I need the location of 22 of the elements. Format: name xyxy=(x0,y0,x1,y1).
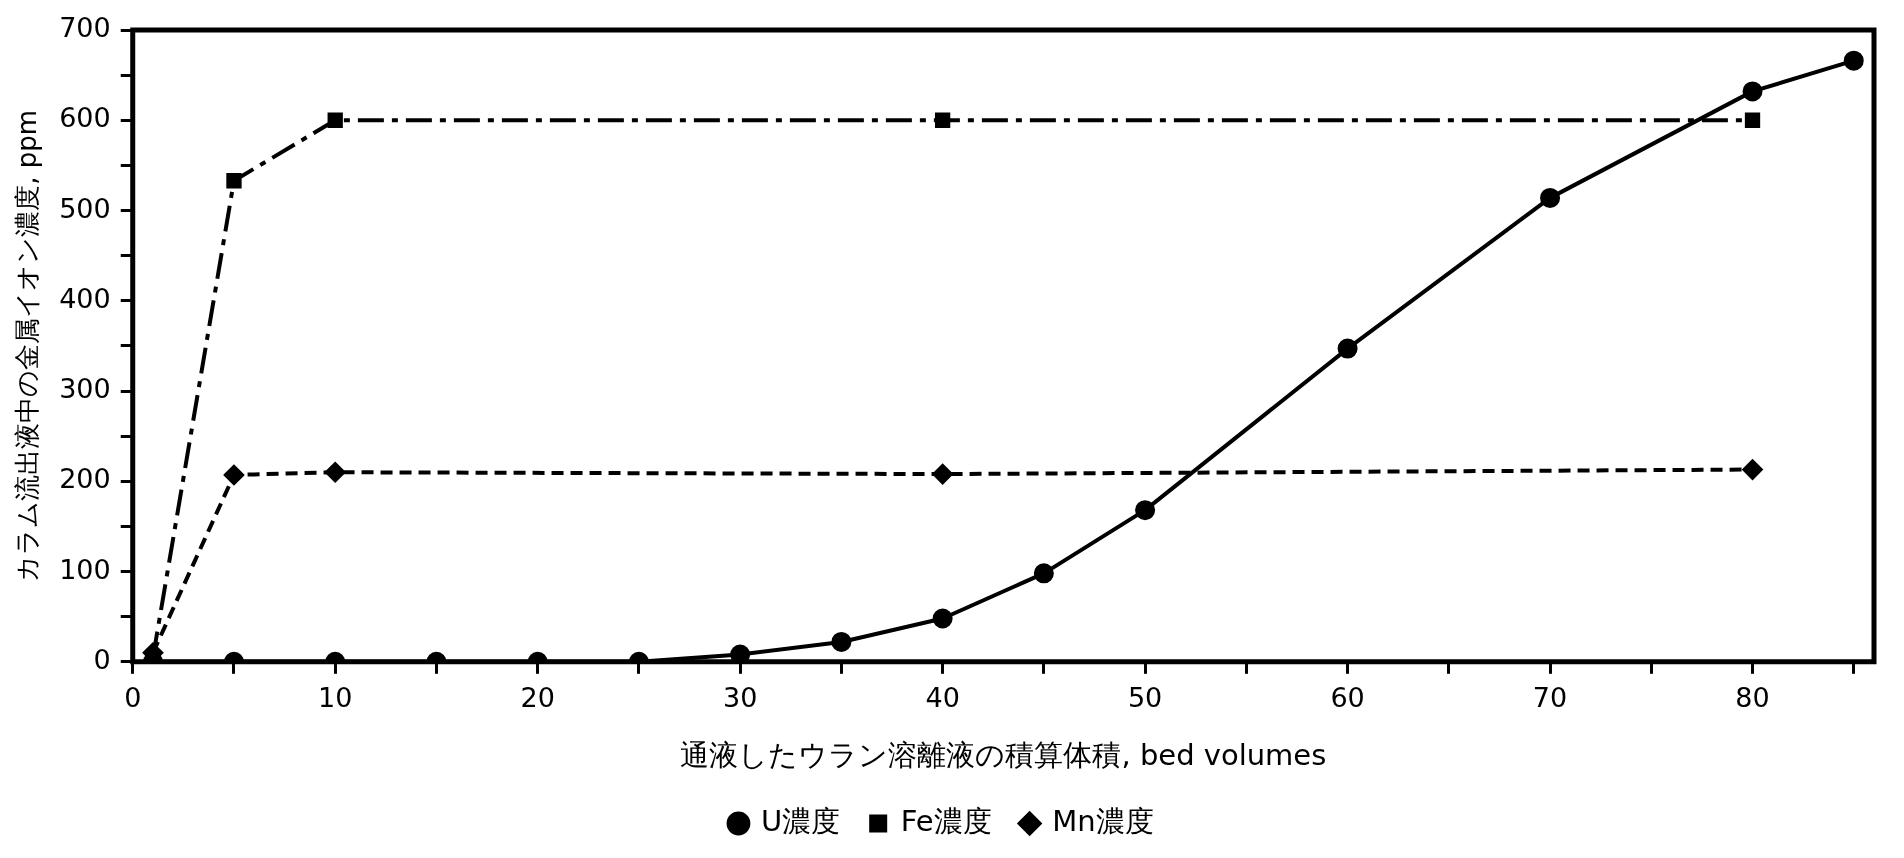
y-tick-label: 300 xyxy=(59,373,111,405)
y-tick-label: 500 xyxy=(59,192,111,224)
y-tick-label: 100 xyxy=(59,553,111,585)
legend-label: Mn濃度 xyxy=(1052,804,1154,839)
x-tick-label: 50 xyxy=(1127,682,1163,714)
y-tick-label: 400 xyxy=(59,282,111,314)
x-tick-label: 70 xyxy=(1532,682,1568,714)
x-tick-label: 10 xyxy=(318,682,353,714)
legend-label: Fe濃度 xyxy=(900,804,992,839)
x-tick-label: 20 xyxy=(520,682,555,714)
y-tick-label: 200 xyxy=(59,463,111,495)
x-axis-title: 通液したウラン溶離液の積算体積, bed volumes xyxy=(680,738,1327,773)
y-tick-label: 700 xyxy=(59,12,111,44)
x-tick-label: 30 xyxy=(722,682,758,714)
x-tick-label: 80 xyxy=(1735,682,1770,714)
y-tick-label: 600 xyxy=(59,102,111,134)
y-axis-title: カラム流出液中の金属イオン濃度, ppm xyxy=(12,109,43,582)
x-tick-label: 40 xyxy=(925,682,960,714)
legend-label: U濃度 xyxy=(760,804,841,839)
y-tick-label: 0 xyxy=(93,643,111,675)
x-tick-label: 60 xyxy=(1330,682,1365,714)
x-tick-label: 0 xyxy=(124,682,142,714)
